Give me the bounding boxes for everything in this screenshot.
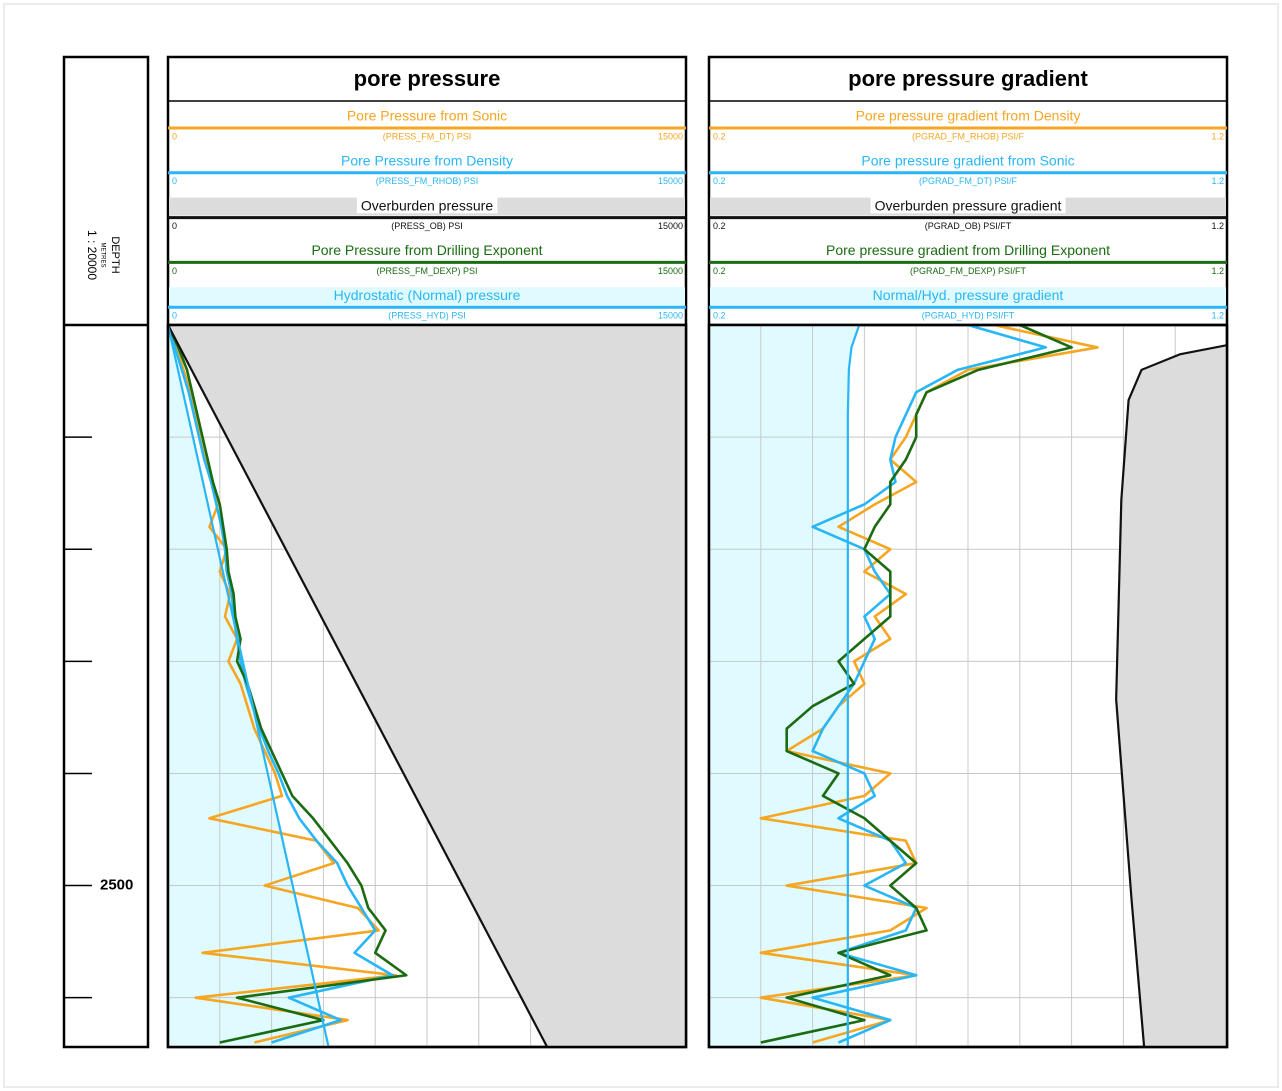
track-title: pore pressure gradient [848,66,1088,91]
plot-area [709,325,1227,1047]
series-name: Pore pressure gradient from Drilling Exp… [826,242,1110,258]
curve [1115,344,1227,1047]
scale-min: 0.2 [713,266,726,276]
scale-max: 1.2 [1211,131,1224,141]
scale-max: 15000 [658,311,683,321]
curve-fill [709,325,860,1047]
series-mnemonic: (PGRAD_FM_RHOB) PSI/F [912,131,1025,141]
scale-min: 0 [172,176,177,186]
curve-fill [1116,345,1227,1047]
series-name: Pore Pressure from Density [341,153,513,169]
series-name: Hydrostatic (Normal) pressure [334,287,521,303]
series-name: Overburden pressure gradient [875,197,1062,213]
scale-min: 0 [172,311,177,321]
series-name: Pore pressure gradient from Density [856,108,1081,124]
scale-min: 0 [172,131,177,141]
scale-min: 0.2 [713,131,726,141]
curve [168,325,330,1047]
series-name: Normal/Hyd. pressure gradient [873,287,1064,303]
scale-max: 1.2 [1211,266,1224,276]
depth-scale: 1 : 20000 [85,230,99,280]
series-mnemonic: (PRESS_FM_DT) PSI [383,131,472,141]
curve [760,325,1073,1044]
plot-frame [166,323,688,1049]
curve [168,325,549,1047]
depth-tick-label: 2500 [100,877,133,894]
depth-title: DEPTH [109,236,121,273]
scale-min: 0 [172,266,177,276]
scale-max: 1.2 [1211,176,1224,186]
scale-max: 15000 [658,266,683,276]
plot-area [168,325,686,1047]
series-mnemonic: (PGRAD_FM_DEXP) PSI/FT [910,266,1027,276]
curve-fill [168,325,686,1047]
series-mnemonic: (PGRAD_HYD) PSI/FT [922,311,1015,321]
track-title: pore pressure [354,66,501,91]
scale-max: 1.2 [1211,311,1224,321]
depth-header: DEPTH METRES 1 : 20000 [85,230,121,280]
curve [846,325,861,1047]
series-mnemonic: (PRESS_FM_RHOB) PSI [376,176,479,186]
series-mnemonic: (PRESS_HYD) PSI [388,311,466,321]
series-name: Pore Pressure from Drilling Exponent [311,242,542,258]
scale-max: 15000 [658,131,683,141]
depth-track-frame [62,55,150,1049]
scale-min: 0 [172,221,177,231]
scale-max: 1.2 [1211,221,1224,231]
scale-max: 15000 [658,176,683,186]
series-name: Overburden pressure [361,197,494,213]
series-mnemonic: (PRESS_FM_DEXP) PSI [376,266,477,276]
depth-unit: METRES [99,242,105,267]
series-name: Pore pressure gradient from Sonic [861,153,1074,169]
header-label-box [356,197,498,214]
scale-min: 0.2 [713,221,726,231]
curve [168,325,394,1044]
header-band [169,287,685,306]
curve [759,325,1099,1044]
header-label-box [870,197,1066,214]
scale-min: 0.2 [713,176,726,186]
series-mnemonic: (PGRAD_OB) PSI/FT [925,221,1012,231]
plot-frame [707,323,1229,1049]
series-mnemonic: (PGRAD_FM_DT) PSI/F [919,176,1018,186]
scale-min: 0.2 [713,311,726,321]
scale-max: 15000 [658,221,683,231]
header-band [710,287,1226,306]
series-name: Pore Pressure from Sonic [347,108,507,124]
series-mnemonic: (PRESS_OB) PSI [391,221,463,231]
